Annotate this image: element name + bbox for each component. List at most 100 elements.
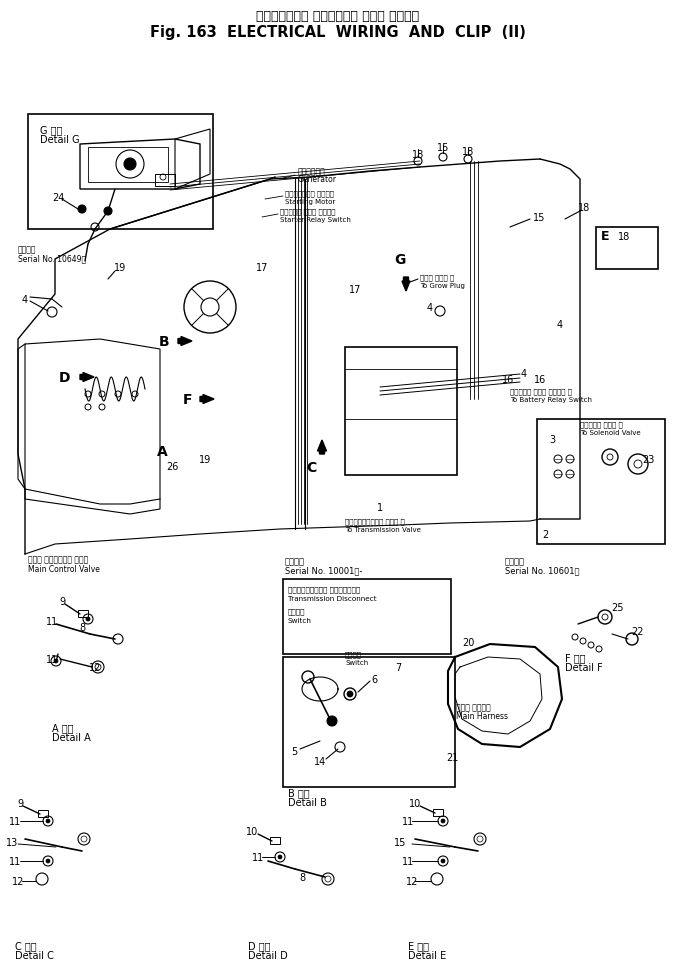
Text: 4: 4 xyxy=(22,295,28,304)
Text: 24: 24 xyxy=(52,193,64,203)
Circle shape xyxy=(124,159,136,171)
Circle shape xyxy=(46,860,50,863)
Circle shape xyxy=(46,819,50,823)
Text: Detail D: Detail D xyxy=(248,950,288,960)
Text: Main Control Valve: Main Control Valve xyxy=(28,565,100,574)
Text: 15: 15 xyxy=(394,837,406,847)
Text: ソレノイド バルブ へ: ソレノイド バルブ へ xyxy=(580,422,623,428)
Bar xyxy=(283,579,451,654)
Text: グロー プラグ へ: グロー プラグ へ xyxy=(420,274,454,281)
Text: スターター リレー スイッチ: スターター リレー スイッチ xyxy=(280,208,335,215)
Circle shape xyxy=(327,716,337,726)
Text: 17: 17 xyxy=(349,285,361,295)
Bar xyxy=(38,810,48,817)
Circle shape xyxy=(78,205,86,214)
Text: メイン コントロール バルブ: メイン コントロール バルブ xyxy=(28,555,89,564)
Text: Transmission Disconnect: Transmission Disconnect xyxy=(288,595,377,602)
Text: 11: 11 xyxy=(9,816,21,827)
Text: 21: 21 xyxy=(445,752,458,763)
Text: スイッチ: スイッチ xyxy=(345,651,362,658)
Circle shape xyxy=(278,855,282,860)
Bar xyxy=(155,174,175,187)
Text: 18: 18 xyxy=(618,232,630,241)
Text: Detail F: Detail F xyxy=(565,663,603,672)
Text: 6: 6 xyxy=(371,674,377,684)
Text: F: F xyxy=(183,392,192,407)
FancyArrow shape xyxy=(318,441,327,454)
Text: 8: 8 xyxy=(79,622,85,633)
Text: 4: 4 xyxy=(557,320,563,329)
Text: Detail E: Detail E xyxy=(408,950,446,960)
Text: 7: 7 xyxy=(395,663,401,672)
Text: 18: 18 xyxy=(578,203,590,213)
Text: スターティング モーター: スターティング モーター xyxy=(285,191,334,197)
Text: Fig. 163  ELECTRICAL  WIRING  AND  CLIP  (II): Fig. 163 ELECTRICAL WIRING AND CLIP (II) xyxy=(150,24,526,40)
Text: Serial No. 10001～-: Serial No. 10001～- xyxy=(285,566,362,575)
Circle shape xyxy=(441,860,445,863)
Text: 16: 16 xyxy=(534,375,546,385)
Text: ジェネレータ: ジェネレータ xyxy=(298,168,326,176)
Text: スイッチ: スイッチ xyxy=(288,609,306,614)
Text: 9: 9 xyxy=(59,596,65,607)
Bar xyxy=(283,657,455,787)
Bar xyxy=(270,837,280,844)
FancyArrow shape xyxy=(80,373,94,382)
Text: 9: 9 xyxy=(17,798,23,808)
Bar xyxy=(345,348,457,476)
Text: E 詳細: E 詳細 xyxy=(408,940,429,950)
Text: 19: 19 xyxy=(114,263,126,272)
Text: 12: 12 xyxy=(89,663,101,672)
Bar xyxy=(88,148,168,183)
Text: 18: 18 xyxy=(412,150,424,160)
Text: G 詳細: G 詳細 xyxy=(40,125,62,135)
Text: 16: 16 xyxy=(502,375,514,385)
Bar xyxy=(28,115,213,230)
Text: B: B xyxy=(159,334,169,349)
Text: B 詳細: B 詳細 xyxy=(288,787,310,797)
Text: Serial No. 10601～: Serial No. 10601～ xyxy=(505,566,579,575)
Text: Starting Motor: Starting Motor xyxy=(285,199,335,204)
Text: 23: 23 xyxy=(642,454,654,464)
Text: To Solenoid Valve: To Solenoid Valve xyxy=(580,429,641,435)
Text: 適用号機: 適用号機 xyxy=(505,557,525,566)
Text: 2: 2 xyxy=(542,529,548,540)
Text: 1: 1 xyxy=(377,503,383,513)
Text: D: D xyxy=(59,370,71,385)
Text: バッテリー リレー スイッチ へ: バッテリー リレー スイッチ へ xyxy=(510,389,572,395)
Text: G: G xyxy=(394,253,406,266)
Text: Generator: Generator xyxy=(298,175,337,184)
Text: A: A xyxy=(157,445,168,458)
Text: E: E xyxy=(601,231,610,243)
Text: Main Harness: Main Harness xyxy=(456,712,508,721)
Text: Detail C: Detail C xyxy=(15,950,54,960)
Text: To Grow Plug: To Grow Plug xyxy=(420,283,465,289)
Text: 26: 26 xyxy=(166,461,178,472)
Text: 4: 4 xyxy=(427,302,433,313)
Text: エレクトリカル ワイヤリング および クリップ: エレクトリカル ワイヤリング および クリップ xyxy=(256,10,420,22)
Text: C 詳細: C 詳細 xyxy=(15,940,37,950)
Text: C: C xyxy=(306,460,316,475)
Text: 11: 11 xyxy=(46,654,58,665)
Text: トランスミッション バルブ へ: トランスミッション バルブ へ xyxy=(345,518,405,525)
Text: A 詳細: A 詳細 xyxy=(52,722,74,733)
Text: Detail A: Detail A xyxy=(52,733,91,742)
Text: 5: 5 xyxy=(291,746,297,756)
Text: 25: 25 xyxy=(610,603,623,612)
Text: Detail G: Detail G xyxy=(40,135,80,144)
Text: 11: 11 xyxy=(46,616,58,626)
Circle shape xyxy=(347,691,353,698)
Text: 19: 19 xyxy=(199,454,211,464)
FancyArrow shape xyxy=(402,278,410,292)
Bar xyxy=(78,610,88,617)
FancyArrow shape xyxy=(200,395,214,404)
Bar xyxy=(433,809,443,816)
Text: 20: 20 xyxy=(462,638,474,647)
Text: 15: 15 xyxy=(533,213,546,223)
Text: 15: 15 xyxy=(437,142,449,153)
Text: トランスミッション ディスコネクト: トランスミッション ディスコネクト xyxy=(288,586,360,593)
Text: 10: 10 xyxy=(246,827,258,836)
Text: D 詳細: D 詳細 xyxy=(248,940,270,950)
Text: Serial No. 10649～: Serial No. 10649～ xyxy=(18,254,86,264)
Text: 11: 11 xyxy=(402,816,414,827)
Text: 17: 17 xyxy=(256,263,268,272)
